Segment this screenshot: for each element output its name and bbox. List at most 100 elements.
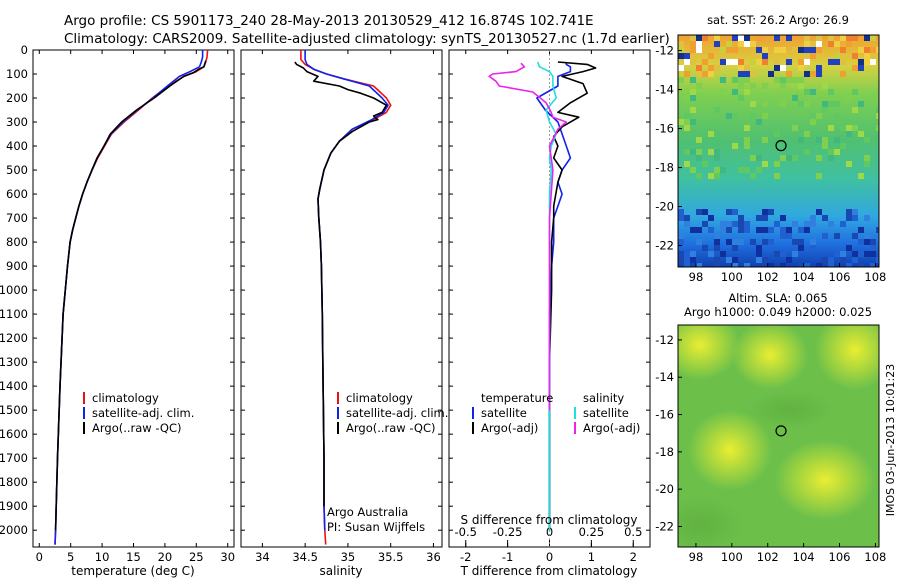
sst-cell	[768, 209, 774, 215]
sst-cell	[810, 71, 816, 77]
sst-cell	[834, 233, 840, 239]
sst-cell	[756, 167, 762, 173]
annotation-argo-australia: Argo Australia	[327, 505, 408, 519]
sst-cell	[762, 101, 768, 107]
sst-cell	[732, 89, 738, 95]
sst-cell	[858, 251, 864, 257]
sst-cell	[876, 227, 879, 233]
sst-cell	[738, 215, 744, 221]
sst-cell	[726, 41, 732, 47]
sst-cell	[798, 137, 804, 143]
sst-cell	[810, 89, 816, 95]
sst-cell	[804, 89, 810, 95]
sst-cell	[690, 149, 696, 155]
map-tick-label: 108	[864, 270, 886, 284]
sst-cell	[822, 137, 828, 143]
sst-cell	[846, 131, 852, 137]
map-tick-label: 98	[689, 550, 704, 564]
sst-cell	[732, 257, 738, 263]
sst-cell	[840, 71, 846, 77]
s-tick-label: 0.5	[624, 525, 642, 539]
map-tick-label: -20	[655, 200, 674, 214]
sst-cell	[714, 239, 720, 245]
sst-cell	[780, 65, 786, 71]
difference-xlabel: T difference from climatology	[460, 564, 638, 578]
sst-cell	[798, 59, 804, 65]
sst-cell	[702, 59, 708, 65]
sst-cell	[810, 53, 816, 59]
sst-cell	[732, 59, 738, 65]
sst-cell	[744, 77, 750, 83]
salinity-legend: climatology satellite-adj. clim. Argo(..…	[337, 391, 448, 435]
sst-cell	[852, 209, 858, 215]
sst-cell	[732, 209, 738, 215]
x-tick-label: 25	[189, 550, 204, 564]
sst-cell	[690, 41, 696, 47]
sst-cell	[816, 35, 822, 41]
sst-cell	[690, 89, 696, 95]
salinity-x-axis: 34 34.5 35 35.5 36	[255, 50, 441, 564]
sst-cell	[714, 41, 720, 47]
sst-cell	[798, 47, 804, 53]
sst-cell	[864, 239, 870, 245]
sst-cell	[756, 119, 762, 125]
sst-cell	[738, 77, 744, 83]
sst-cell	[714, 149, 720, 155]
depth-tick-label: 400	[6, 139, 28, 153]
sst-cell	[696, 65, 702, 71]
sst-cell	[816, 263, 822, 267]
sst-cell	[738, 227, 744, 233]
sst-cell	[762, 47, 768, 53]
sst-cell	[690, 95, 696, 101]
sst-cell	[852, 125, 858, 131]
sst-cell	[822, 83, 828, 89]
sst-cell	[678, 53, 684, 59]
difference-x-axis: -2 -1 0 1 2	[460, 50, 637, 564]
depth-tick-label: 0	[21, 43, 28, 57]
sst-cell	[834, 53, 840, 59]
sst-cell	[810, 239, 816, 245]
sst-cell	[858, 239, 864, 245]
sst-cell	[816, 65, 822, 71]
sst-cell	[846, 35, 852, 41]
sst-cell	[786, 257, 792, 263]
sst-cell	[690, 257, 696, 263]
sst-cell	[678, 209, 684, 215]
sst-cell	[858, 131, 864, 137]
sst-cell	[834, 113, 840, 119]
sst-cell	[774, 59, 780, 65]
sst-cell	[846, 95, 852, 101]
sst-cell	[870, 239, 876, 245]
map-tick-label: 108	[864, 550, 886, 564]
depth-tick-label: 1600	[0, 427, 28, 441]
sst-cell	[756, 251, 762, 257]
sst-cell	[690, 167, 696, 173]
sst-cell	[744, 65, 750, 71]
depth-tick-label: 300	[6, 115, 28, 129]
sst-cell	[810, 47, 816, 53]
sst-cell	[828, 149, 834, 155]
sst-cell	[714, 167, 720, 173]
depth-tick-label: 100	[6, 67, 28, 81]
sst-cell	[858, 65, 864, 71]
depth-tick-label: 500	[6, 163, 28, 177]
sst-cell	[726, 257, 732, 263]
sst-cell	[828, 155, 834, 161]
depth-tick-label: 1000	[0, 283, 28, 297]
sst-cell	[774, 161, 780, 167]
sst-cell	[762, 209, 768, 215]
sst-cell	[690, 251, 696, 257]
sst-cell	[798, 245, 804, 251]
sst-cell	[756, 215, 762, 221]
sst-cell	[696, 71, 702, 77]
x-tick-label: 5	[67, 550, 74, 564]
sst-cell	[786, 227, 792, 233]
sst-cell	[732, 221, 738, 227]
sst-cell	[828, 35, 834, 41]
sla-high-region	[688, 410, 772, 490]
sst-cell	[732, 143, 738, 149]
sst-cell	[792, 251, 798, 257]
sst-cell	[864, 233, 870, 239]
sst-cell	[744, 71, 750, 77]
sst-cell	[834, 101, 840, 107]
